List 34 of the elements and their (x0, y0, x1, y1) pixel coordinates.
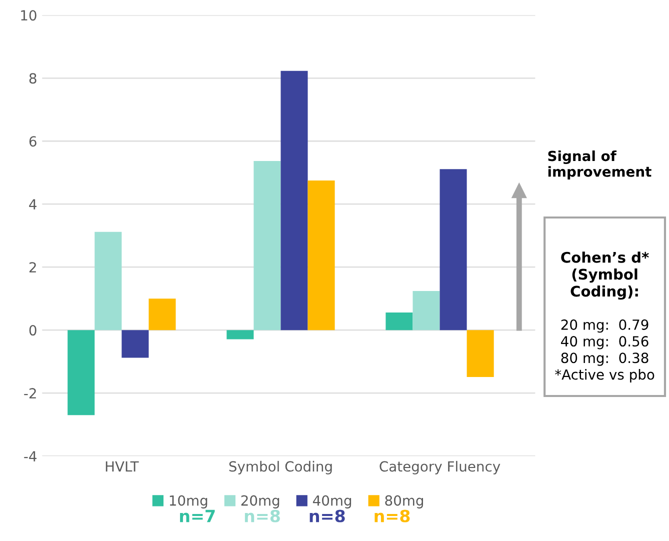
text: n=8 (374, 510, 410, 522)
legend-label: 80mg (385, 495, 424, 508)
text: 20 mg: 0.79 40 mg: 0.56 80 mg: 0.38 *Active vs pbo (555, 319, 654, 382)
legend-label: 40mg (312, 495, 352, 508)
text: Cohen’s d* (Symbol Coding): (561, 252, 649, 300)
x-tick-label: Category Fluency (380, 460, 500, 474)
bar (122, 330, 149, 358)
bar (226, 330, 254, 340)
bar (466, 330, 494, 378)
y-tick-label: 2 (29, 262, 36, 272)
bar (412, 291, 440, 330)
bar (308, 180, 335, 330)
y-tick-label: 0 (29, 325, 36, 336)
bar (68, 330, 95, 416)
bar (254, 160, 281, 330)
x-tick-label: Symbol Coding (229, 460, 332, 474)
bar (386, 312, 413, 330)
bar (280, 70, 308, 330)
y-tick-label: 8 (29, 73, 36, 84)
text: n=8 (244, 510, 280, 522)
text: Signal of improvement (548, 150, 652, 180)
y-tick-label: 4 (29, 199, 37, 210)
text: n=7 (180, 510, 215, 522)
legend-label: 20mg (241, 495, 280, 508)
y-tick-label: 6 (29, 136, 36, 147)
y-tick-label: -2 (24, 388, 36, 398)
y-tick-label: -4 (24, 451, 37, 462)
bar (94, 232, 122, 330)
legend-label: 10mg (170, 495, 208, 508)
x-tick-label: HVLT (106, 461, 139, 472)
bar (148, 298, 176, 330)
text: n=8 (310, 510, 345, 522)
y-tick-label: 10 (21, 10, 36, 21)
bar (440, 169, 467, 330)
